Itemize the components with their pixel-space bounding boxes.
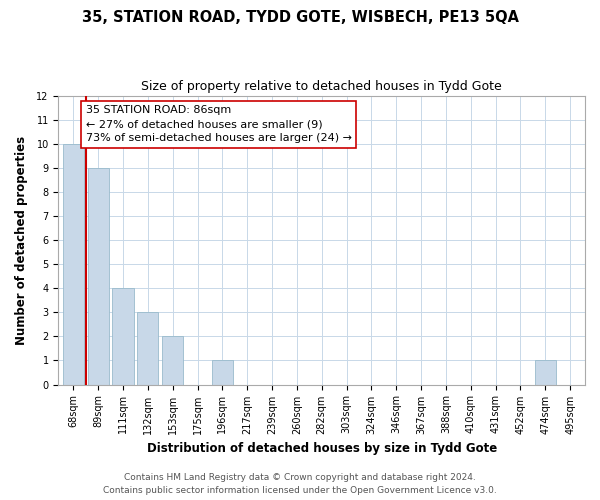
Text: 35 STATION ROAD: 86sqm
← 27% of detached houses are smaller (9)
73% of semi-deta: 35 STATION ROAD: 86sqm ← 27% of detached… <box>86 105 352 143</box>
Bar <box>535 360 556 384</box>
Title: Size of property relative to detached houses in Tydd Gote: Size of property relative to detached ho… <box>142 80 502 93</box>
Bar <box>137 312 158 384</box>
Bar <box>212 360 233 384</box>
Bar <box>162 336 183 384</box>
X-axis label: Distribution of detached houses by size in Tydd Gote: Distribution of detached houses by size … <box>146 442 497 455</box>
Y-axis label: Number of detached properties: Number of detached properties <box>15 136 28 344</box>
Bar <box>112 288 134 384</box>
Bar <box>63 144 84 384</box>
Text: Contains HM Land Registry data © Crown copyright and database right 2024.
Contai: Contains HM Land Registry data © Crown c… <box>103 474 497 495</box>
Bar <box>88 168 109 384</box>
Text: 35, STATION ROAD, TYDD GOTE, WISBECH, PE13 5QA: 35, STATION ROAD, TYDD GOTE, WISBECH, PE… <box>82 10 518 25</box>
